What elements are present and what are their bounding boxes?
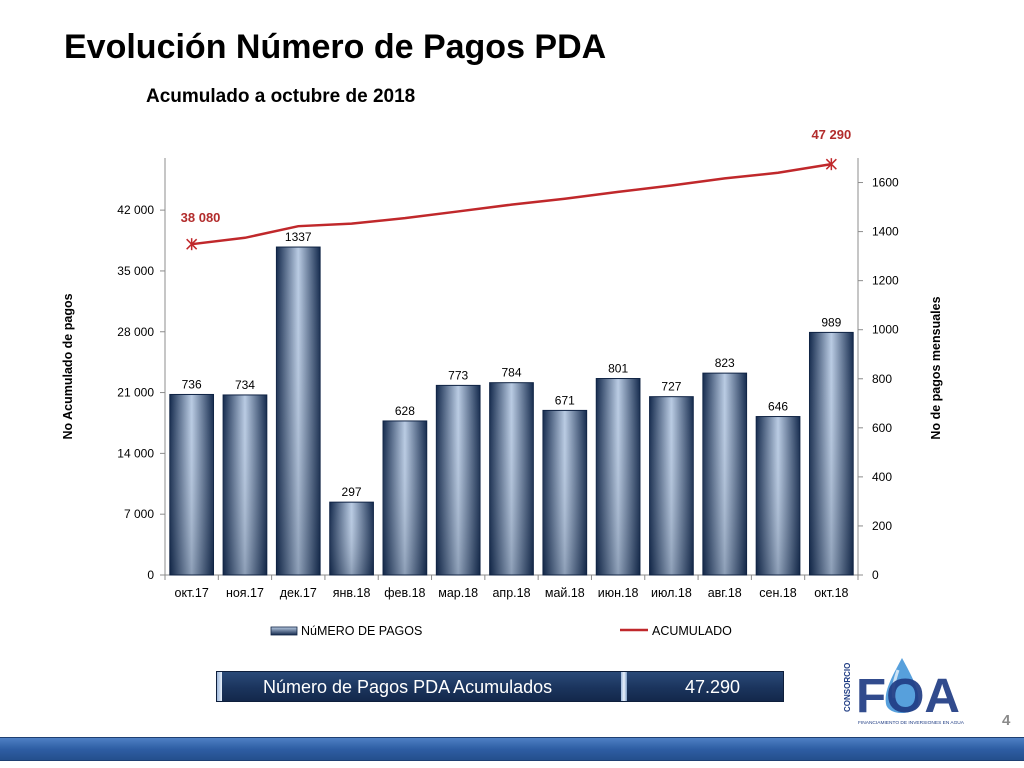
- x-tick-label: мар.18: [438, 586, 478, 600]
- bar-data-label: 727: [661, 380, 681, 394]
- summary-label: Número de Pagos PDA Acumulados: [263, 677, 553, 697]
- legend-label-line: ACUMULADO: [652, 624, 732, 638]
- summary-banner: Número de Pagos PDA Acumulados 47.290: [216, 671, 784, 702]
- right-tick-label: 1600: [872, 176, 899, 190]
- left-tick-label: 35 000: [117, 264, 154, 278]
- left-axis-title: No Acumulado de pagos: [61, 293, 75, 439]
- x-tick-label: авг.18: [708, 586, 742, 600]
- left-tick-label: 42 000: [117, 203, 154, 217]
- bar-shade: [169, 394, 214, 575]
- x-tick-label: май.18: [545, 586, 585, 600]
- right-tick-label: 1200: [872, 274, 899, 288]
- logo-side-text: CONSORCIO: [843, 663, 852, 712]
- x-tick-label: сен.18: [759, 586, 797, 600]
- x-tick-label: апр.18: [492, 586, 530, 600]
- bar-data-label: 297: [342, 485, 362, 499]
- line-point-label: 47 290: [811, 127, 851, 142]
- logo-text: FOA: [856, 670, 960, 723]
- bar-data-label: 628: [395, 404, 415, 418]
- bar-shade: [809, 332, 854, 575]
- bar-shade: [223, 394, 267, 575]
- right-axis-title: No de pagos mensuales: [929, 296, 943, 439]
- bar-shade: [756, 416, 800, 575]
- bar-shade: [649, 396, 694, 575]
- bar-data-label: 989: [821, 315, 841, 329]
- bar-shade: [702, 373, 747, 575]
- x-tick-label: ноя.17: [226, 586, 264, 600]
- bar-shade: [542, 410, 587, 575]
- chart-subtitle: Acumulado a octubre de 2018: [146, 86, 416, 107]
- footer-bar: [0, 737, 1024, 761]
- right-tick-label: 1400: [872, 225, 899, 239]
- right-tick-label: 1000: [872, 323, 899, 337]
- summary-value: 47.290: [685, 677, 741, 697]
- bar-data-label: 736: [182, 377, 202, 391]
- bar-shade: [436, 385, 481, 575]
- left-tick-label: 0: [147, 568, 154, 582]
- x-tick-label: июн.18: [598, 586, 639, 600]
- right-tick-label: 0: [872, 568, 879, 582]
- line-point-label: 38 080: [181, 210, 221, 225]
- line-point-marker: [186, 238, 198, 251]
- bar-shade: [489, 382, 534, 575]
- summary-separator: [621, 672, 627, 701]
- combo-chart: 0 7 000 14 000 21 000 28 000 35 000 42 000 0 200…: [61, 127, 943, 638]
- bar-data-label: 1337: [285, 230, 312, 244]
- left-tick-label: 7 000: [124, 507, 154, 521]
- x-tick-label: фев.18: [384, 586, 425, 600]
- bar-data-label: 773: [448, 368, 468, 382]
- bar-shade: [596, 378, 640, 575]
- left-tick-label: 28 000: [117, 325, 154, 339]
- x-tick-label: окт.18: [814, 586, 848, 600]
- line-point-marker: [825, 158, 837, 171]
- x-tick-label: окт.17: [175, 586, 209, 600]
- bar-shade: [276, 247, 321, 576]
- summary-cap: [217, 672, 222, 701]
- bar-shade: [383, 420, 427, 575]
- foa-logo: CONSORCIO FOA FINANCIAMIENTO DE INVERSIO…: [843, 658, 965, 725]
- left-tick-label: 21 000: [117, 386, 154, 400]
- page-title: Evolución Número de Pagos PDA: [64, 28, 607, 66]
- left-tick-label: 14 000: [117, 446, 154, 460]
- bar-shade: [329, 502, 374, 575]
- bar-data-label: 671: [555, 393, 575, 407]
- bar-data-label: 784: [501, 366, 521, 380]
- right-tick-label: 800: [872, 372, 892, 386]
- bar-data-label: 823: [715, 356, 735, 370]
- x-tick-label: июл.18: [651, 586, 692, 600]
- logo-tagline: FINANCIAMIENTO DE INVERSIONES EN AGUA: [858, 720, 965, 725]
- right-tick-label: 600: [872, 421, 892, 435]
- right-tick-label: 400: [872, 470, 892, 484]
- water-drop-icon: [885, 658, 919, 713]
- page-number: 4: [1002, 712, 1011, 729]
- bar-data-label: 734: [235, 378, 255, 392]
- x-tick-label: дек.17: [280, 586, 317, 600]
- x-tick-label: янв.18: [333, 586, 371, 600]
- bar-data-label: 646: [768, 400, 788, 414]
- legend-swatch-bars: [270, 626, 298, 636]
- bar-data-label: 801: [608, 362, 628, 376]
- right-tick-label: 200: [872, 519, 892, 533]
- legend-label-bars: NúMERO DE PAGOS: [301, 624, 422, 638]
- line-series-acumulado: [191, 162, 832, 246]
